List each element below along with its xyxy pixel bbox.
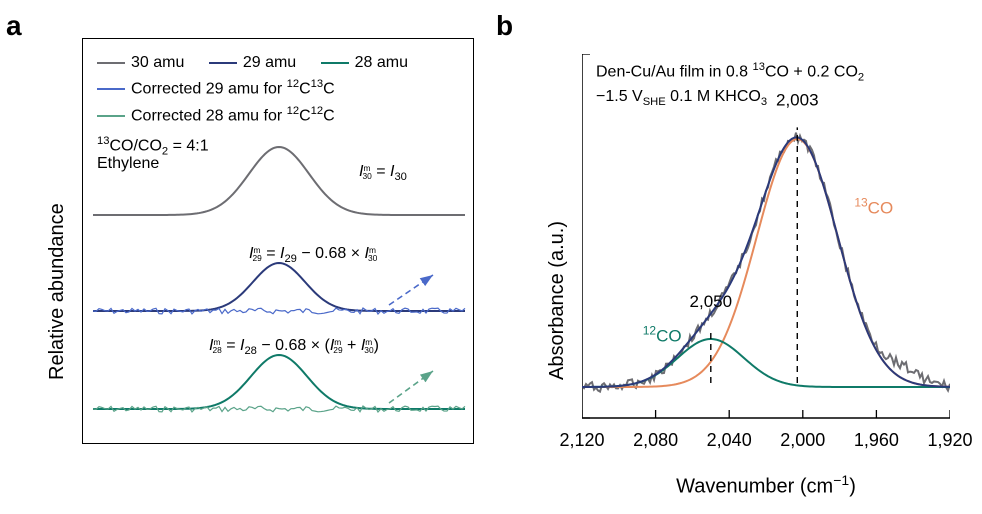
panel-b-xlabel: Wavenumber (cm−1) <box>582 472 950 499</box>
legend-item-29: 29 amu <box>209 54 296 71</box>
svg-text:2,050: 2,050 <box>690 292 733 311</box>
svg-text:13CO: 13CO <box>854 195 893 217</box>
figure-root: a Relative abundance 30 amu 29 amu 28 am… <box>0 0 982 514</box>
panel-a-label: a <box>6 10 22 42</box>
panel-b-title: Den-Cu/Au film in 0.8 13CO + 0.2 CO2−1.5… <box>596 60 864 110</box>
panel-a-ylabel: Relative abundance <box>46 203 69 380</box>
panel-a-plot: 30 amu 29 amu 28 amu Corrected 29 amu fo… <box>82 38 474 444</box>
annot-eq1: Im30 = I30 <box>359 163 407 183</box>
xtick: 1,920 <box>927 430 972 451</box>
panel-b-plot: 2,0502,00312CO13CO Den-Cu/Au film in 0.8… <box>582 54 950 424</box>
annot-eq3: Im28 = I28 − 0.68 × (Im29 + Im30) <box>209 337 379 357</box>
xtick: 2,000 <box>780 430 825 451</box>
annot-eq2: Im29 = I29 − 0.68 × Im30 <box>249 245 377 265</box>
panel-b-label: b <box>496 10 513 42</box>
legend-item-corr29: Corrected 29 amu for 12C13C <box>97 76 408 101</box>
xtick: 1,960 <box>854 430 899 451</box>
legend-item-corr28: Corrected 28 amu for 12C12C <box>97 103 408 128</box>
legend-item-30: 30 amu <box>97 54 184 71</box>
xtick: 2,040 <box>707 430 752 451</box>
xtick: 2,120 <box>559 430 604 451</box>
panel-b: b Absorbance (a.u.) 2,0502,00312CO13CO D… <box>496 10 970 504</box>
svg-text:12CO: 12CO <box>643 324 682 346</box>
annot-species: Ethylene <box>97 155 159 173</box>
legend-item-28: 28 amu <box>321 54 408 71</box>
panel-b-ylabel: Absorbance (a.u.) <box>546 221 569 380</box>
xtick: 2,080 <box>633 430 678 451</box>
panel-a: a Relative abundance 30 amu 29 amu 28 am… <box>6 10 480 504</box>
panel-a-legend: 30 amu 29 amu 28 amu Corrected 29 amu fo… <box>97 51 408 127</box>
